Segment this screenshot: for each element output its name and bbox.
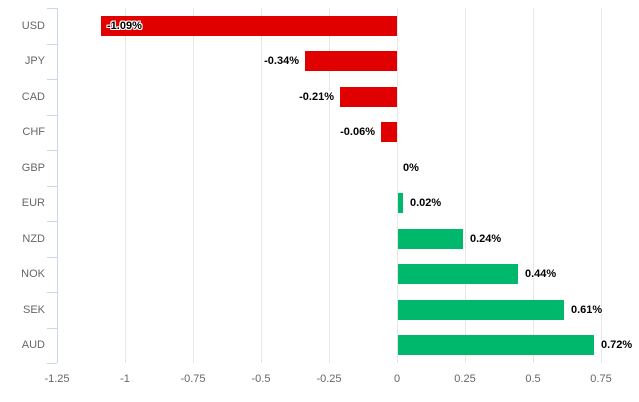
category-label-eur: EUR (21, 197, 45, 209)
x-axis-tick-label: 0.75 (590, 373, 612, 385)
category-label-chf: CHF (22, 126, 45, 138)
category-label-nzd: NZD (22, 233, 45, 245)
category-label-sek: SEK (22, 304, 45, 316)
category-label-cad: CAD (21, 91, 45, 103)
category-axis-tick (47, 150, 57, 151)
x-axis-tick-label: -0.25 (316, 373, 342, 385)
value-label-usd: -1.09% (107, 20, 142, 32)
category-axis-tick (47, 186, 57, 187)
bar-nok[interactable] (398, 264, 518, 284)
category-label-usd: USD (21, 20, 45, 32)
gridline (261, 8, 262, 363)
value-label-cad: -0.21% (299, 91, 334, 103)
value-label-eur: 0.02% (410, 197, 442, 209)
x-axis-tick-label: 0.5 (525, 373, 541, 385)
bar-cad[interactable] (340, 87, 397, 107)
value-label-chf: -0.06% (340, 126, 375, 138)
gridline (125, 8, 126, 363)
bar-nzd[interactable] (398, 229, 463, 249)
category-axis-tick (47, 328, 57, 329)
x-axis-tick-label: 0.25 (454, 373, 476, 385)
category-label-gbp: GBP (21, 162, 45, 174)
bar-usd[interactable] (101, 16, 397, 36)
category-label-nok: NOK (21, 268, 45, 280)
x-axis-tick-label: -0.5 (251, 373, 271, 385)
category-axis-tick (47, 115, 57, 116)
x-axis-tick-label: -0.75 (180, 373, 206, 385)
x-axis-tick-label: -1.25 (44, 373, 70, 385)
gridline (465, 8, 466, 363)
category-axis-tick (47, 221, 57, 222)
category-axis-tick (47, 8, 57, 9)
gridline (533, 8, 534, 363)
gridline (193, 8, 194, 363)
value-label-gbp: 0% (403, 162, 419, 174)
bar-aud[interactable] (398, 335, 594, 355)
value-label-nzd: 0.24% (470, 233, 502, 245)
x-axis-tick-label: 0 (393, 373, 401, 385)
category-label-jpy: JPY (24, 55, 45, 67)
category-axis-tick (47, 292, 57, 293)
category-label-aud: AUD (21, 339, 45, 351)
gridline (329, 8, 330, 363)
category-axis-tick (47, 363, 57, 364)
value-label-aud: 0.72% (601, 339, 633, 351)
category-axis-tick (47, 257, 57, 258)
category-axis-tick (47, 79, 57, 80)
bar-sek[interactable] (398, 300, 564, 320)
value-label-nok: 0.44% (525, 268, 557, 280)
gridline (397, 8, 398, 363)
gridline (601, 8, 602, 363)
bar-chf[interactable] (381, 122, 397, 142)
value-label-sek: 0.61% (571, 304, 603, 316)
value-label-jpy: -0.34% (264, 55, 299, 67)
x-axis-tick-label: -1 (120, 373, 130, 385)
category-axis-tick (47, 44, 57, 45)
category-axis-line (57, 8, 58, 363)
bar-eur[interactable] (398, 193, 403, 213)
bar-jpy[interactable] (305, 51, 397, 71)
